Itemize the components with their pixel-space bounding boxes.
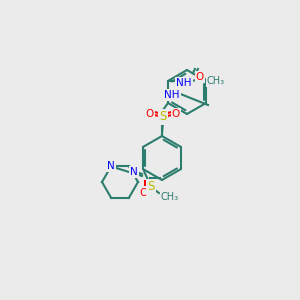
Text: N: N (130, 167, 138, 177)
Text: O: O (140, 188, 148, 198)
Text: O: O (172, 109, 180, 119)
Text: NH: NH (164, 90, 180, 100)
Text: S: S (147, 181, 155, 194)
Text: CH₃: CH₃ (207, 76, 225, 86)
Text: O: O (196, 72, 204, 82)
Text: CH₃: CH₃ (161, 192, 179, 202)
Text: N: N (107, 161, 115, 171)
Text: NH: NH (176, 78, 192, 88)
Text: O: O (146, 109, 154, 119)
Text: S: S (159, 110, 167, 124)
